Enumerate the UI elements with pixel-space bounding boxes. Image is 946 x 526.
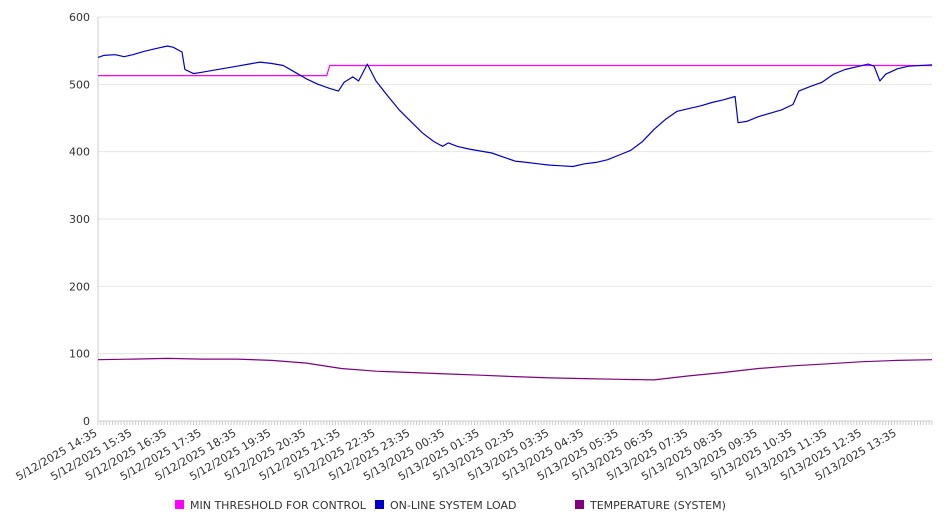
- y-tick-label: 600: [69, 11, 90, 24]
- legend-swatch: [575, 500, 584, 509]
- y-axis-ticks: 0 100 200 300 400 500 600: [69, 11, 90, 428]
- y-tick-label: 400: [69, 146, 90, 159]
- legend-label: ON-LINE SYSTEM LOAD: [390, 499, 516, 512]
- legend-swatch: [175, 500, 184, 509]
- y-tick-label: 300: [69, 213, 90, 226]
- legend-swatch: [375, 500, 384, 509]
- x-axis-ticks: 5/12/2025 14:355/12/2025 15:355/12/2025 …: [14, 426, 899, 483]
- y-tick-label: 200: [69, 280, 90, 293]
- legend: MIN THRESHOLD FOR CONTROL ON-LINE SYSTEM …: [175, 499, 726, 512]
- y-tick-label: 100: [69, 348, 90, 361]
- legend-label: TEMPERATURE (SYSTEM): [589, 499, 726, 512]
- series-line-0: [98, 64, 932, 77]
- series-line-2: [97, 357, 933, 381]
- grid-lines: [98, 16, 932, 355]
- legend-label: MIN THRESHOLD FOR CONTROL: [190, 499, 367, 512]
- axes: [97, 17, 933, 425]
- series-line-1: [97, 45, 933, 168]
- y-tick-label: 0: [83, 415, 90, 428]
- y-tick-label: 500: [69, 78, 90, 91]
- series-lines: [97, 45, 933, 381]
